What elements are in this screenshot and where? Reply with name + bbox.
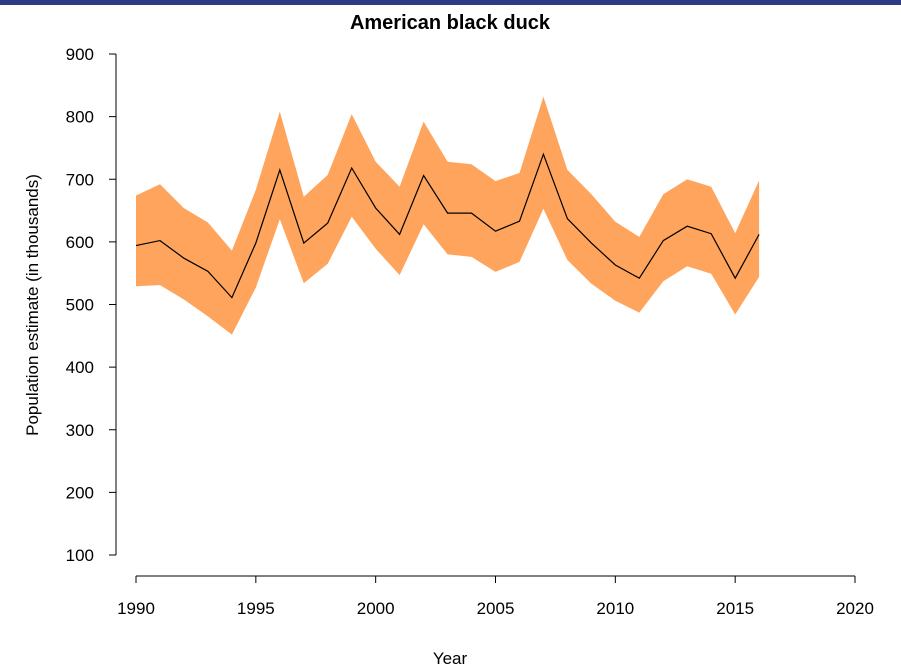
y-tick-label: 900	[66, 45, 94, 64]
x-axis-label: Year	[433, 649, 468, 668]
y-tick-label: 700	[66, 170, 94, 189]
x-axis: 1990 1995 2000 2005 2010 2015 2020	[117, 575, 874, 618]
x-tick-label: 1995	[237, 599, 275, 618]
x-tick-label: 2005	[477, 599, 515, 618]
y-tick-label: 400	[66, 358, 94, 377]
y-tick-label: 100	[66, 546, 94, 565]
x-tick-label: 2020	[836, 599, 874, 618]
y-axis: 100 200 300 400 500 600 700 800 900	[66, 45, 117, 565]
y-axis-label: Population estimate (in thousands)	[23, 174, 42, 436]
x-tick-label: 2000	[357, 599, 395, 618]
x-tick-label: 1990	[117, 599, 155, 618]
y-tick-label: 800	[66, 108, 94, 127]
x-tick-label: 2010	[596, 599, 634, 618]
chart-title: American black duck	[350, 12, 551, 34]
y-tick-label: 300	[66, 421, 94, 440]
y-tick-label: 600	[66, 233, 94, 252]
x-tick-label: 2015	[716, 599, 754, 618]
y-tick-label: 200	[66, 483, 94, 502]
plot-area	[135, 96, 760, 335]
estimate-line	[135, 152, 760, 299]
confidence-band	[136, 96, 760, 335]
top-accent-bar	[0, 0, 901, 5]
y-tick-label: 500	[66, 296, 94, 315]
